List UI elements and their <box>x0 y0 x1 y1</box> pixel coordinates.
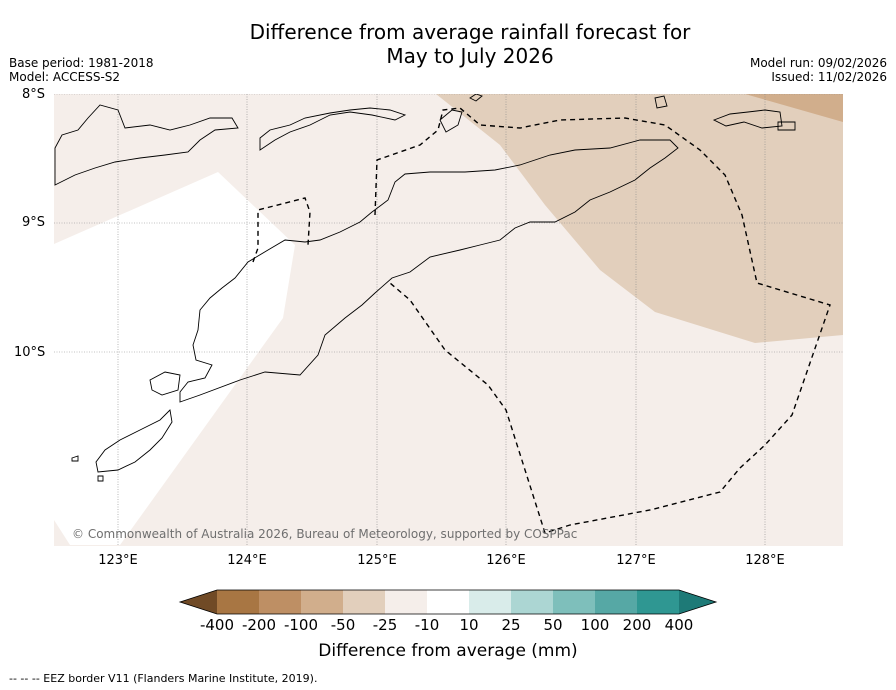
colorbar-label: -50 <box>330 616 356 634</box>
colorbar-segment <box>553 590 595 614</box>
title-line-2: May to July 2026 <box>386 44 554 68</box>
lon-label: 126°E <box>486 553 526 568</box>
rote-island <box>149 371 181 396</box>
colorbar-label: 200 <box>622 616 652 634</box>
colorbar-label: 400 <box>664 616 694 634</box>
map-panel: © Commonwealth of Australia 2026, Bureau… <box>54 94 843 546</box>
colorbar-title: Difference from average (mm) <box>318 641 578 661</box>
colorbar-label: -200 <box>241 616 277 634</box>
colorbar-label: -400 <box>199 616 235 634</box>
chart-title: Difference from average rainfall forecas… <box>220 20 720 68</box>
coastlines <box>54 94 796 482</box>
small-island-1 <box>654 95 668 109</box>
model-info: Base period: 1981-2018 Model: ACCESS-S2 <box>9 56 154 84</box>
colorbar-segment <box>511 590 553 614</box>
colorbar-segment <box>259 590 301 614</box>
wetar-island <box>259 107 407 151</box>
eez-border <box>252 107 831 534</box>
colorbar-extend-high <box>679 590 716 614</box>
lon-label: 125°E <box>357 553 397 568</box>
lon-label: 127°E <box>616 553 656 568</box>
rote-southwest <box>95 409 173 473</box>
colorbar-segment <box>637 590 679 614</box>
run-info: Model run: 09/02/2026 Issued: 11/02/2026 <box>750 56 887 84</box>
lon-label: 128°E <box>745 553 785 568</box>
colorbar-label: -10 <box>414 616 440 634</box>
issued-date: Issued: 11/02/2026 <box>771 70 887 84</box>
model-run: Model run: 09/02/2026 <box>749 56 887 70</box>
lon-label: 124°E <box>227 553 267 568</box>
colorbar-outline <box>178 589 718 615</box>
colorbar-segment <box>343 590 385 614</box>
small-island-5 <box>71 455 79 462</box>
colorbar-label: 50 <box>543 616 563 634</box>
colorbar-segment <box>385 590 427 614</box>
small-island-4 <box>469 94 483 102</box>
alor-islands <box>54 104 239 186</box>
lat-label: 8°S <box>22 87 46 102</box>
anomaly-minus25-to-minus50 <box>436 94 843 343</box>
atauro <box>439 109 463 133</box>
small-island-3 <box>777 121 796 131</box>
copyright-notice: © Commonwealth of Australia 2026, Bureau… <box>72 527 577 541</box>
colorbar-label: -100 <box>283 616 319 634</box>
colorbar-segment <box>595 590 637 614</box>
anomaly-minus50-to-minus100 <box>745 94 843 122</box>
colorbar-label: 10 <box>459 616 479 634</box>
lat-label: 9°S <box>22 215 46 230</box>
small-island-2 <box>712 109 783 129</box>
colorbar-label: -25 <box>372 616 398 634</box>
title-line-1: Difference from average rainfall forecas… <box>249 20 691 44</box>
colorbar <box>178 589 718 615</box>
colorbar-segment <box>469 590 511 614</box>
colorbar-segment <box>427 590 469 614</box>
base-period: Base period: 1981-2018 <box>9 56 154 70</box>
colorbar-extend-low <box>180 590 217 614</box>
colorbar-segment <box>301 590 343 614</box>
colorbar-label: 100 <box>580 616 610 634</box>
lat-label: 10°S <box>14 345 46 360</box>
timor-island <box>179 139 679 403</box>
eez-legend-note: -- -- -- EEZ border V11 (Flanders Marine… <box>9 672 318 685</box>
small-island-6 <box>97 475 104 482</box>
lon-label: 123°E <box>98 553 138 568</box>
colorbar-segment <box>217 590 259 614</box>
anomaly-neutral-area <box>54 172 295 545</box>
model-name: Model: ACCESS-S2 <box>9 70 121 84</box>
colorbar-label: 25 <box>501 616 521 634</box>
